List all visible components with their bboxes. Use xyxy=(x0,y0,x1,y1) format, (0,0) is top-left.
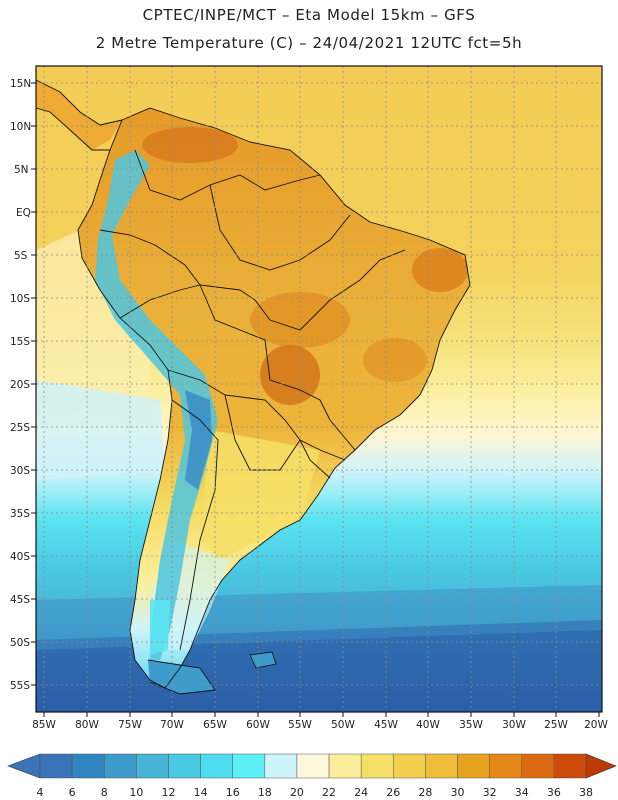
lat-label: 5N xyxy=(14,164,29,176)
lon-label: 35W xyxy=(459,719,483,731)
colorbar-tick-label: 32 xyxy=(483,786,497,799)
colorbar-swatch xyxy=(136,753,169,779)
colorbar-swatch xyxy=(264,753,298,779)
colorbar-swatch xyxy=(71,753,105,779)
andes-cold-strip xyxy=(95,150,218,660)
colorbar-swatch xyxy=(232,753,266,779)
colorbar-tick-label: 16 xyxy=(226,786,240,799)
colorbar-right-arrow xyxy=(585,753,617,779)
lat-label: 5S xyxy=(14,250,28,262)
colorbar-tick-label: 36 xyxy=(547,786,561,799)
map-panel xyxy=(36,66,602,712)
colorbar-tick-label: 22 xyxy=(322,786,336,799)
colorbar-tick-label: 20 xyxy=(290,786,304,799)
lon-label: 60W xyxy=(246,719,270,731)
latitude-labels: 15N 10N 5N EQ 5S 10S 15S 20S 25S 30S 35S… xyxy=(10,78,31,692)
colorbar-tick-label: 4 xyxy=(37,786,44,799)
colorbar-tick-label: 12 xyxy=(161,786,175,799)
colorbar-swatch xyxy=(39,753,73,779)
map-grid xyxy=(36,66,602,712)
lon-label: 45W xyxy=(374,719,398,731)
lat-label: 35S xyxy=(10,508,30,520)
lat-label: 25S xyxy=(10,422,30,434)
political-borders xyxy=(36,79,471,695)
colorbar-swatch xyxy=(457,753,490,779)
lon-label: 40W xyxy=(416,719,440,731)
lon-label: 70W xyxy=(160,719,184,731)
lat-label: EQ xyxy=(16,207,31,219)
lat-label: 10N xyxy=(10,121,31,133)
chart-title: CPTEC/INPE/MCT – Eta Model 15km – GFS xyxy=(142,6,476,24)
colorbar-swatch xyxy=(521,753,555,779)
colorbar-tick-label: 30 xyxy=(451,786,465,799)
colorbar-tick-label: 10 xyxy=(129,786,143,799)
colorbar-swatch xyxy=(103,753,137,779)
colorbar-swatch xyxy=(296,753,330,779)
colorbar-tick-label: 8 xyxy=(101,786,108,799)
lat-label: 30S xyxy=(10,465,30,477)
lat-label: 40S xyxy=(10,551,30,563)
lat-label: 10S xyxy=(10,293,30,305)
colorbar-swatch xyxy=(425,753,458,779)
lat-label: 50S xyxy=(10,637,30,649)
colorbar-swatch xyxy=(489,753,523,779)
lon-label: 30W xyxy=(502,719,526,731)
chart-subtitle: 2 Metre Temperature (C) – 24/04/2021 12U… xyxy=(95,34,523,52)
lon-label: 75W xyxy=(118,719,142,731)
colorbar-tick-label: 24 xyxy=(354,786,368,799)
colorbar-swatch xyxy=(168,753,201,779)
colorbar-swatch xyxy=(328,753,362,779)
lat-label: 20S xyxy=(10,379,30,391)
colorbar-tick-label: 6 xyxy=(69,786,76,799)
lat-label: 45S xyxy=(10,594,30,606)
lon-label: 25W xyxy=(544,719,568,731)
lon-label: 20W xyxy=(584,719,608,731)
lon-label: 55W xyxy=(288,719,312,731)
colorbar-swatch xyxy=(200,753,233,779)
colorbar-tick-label: 34 xyxy=(515,786,529,799)
longitude-labels: 85W 80W 75W 70W 65W 60W 55W 50W 45W 40W … xyxy=(32,719,608,731)
lat-label: 15S xyxy=(10,336,30,348)
map-frame xyxy=(35,65,603,713)
lon-label: 80W xyxy=(75,719,99,731)
colorbar-left-arrow xyxy=(7,753,41,779)
colorbar-tick-label: 18 xyxy=(258,786,272,799)
colorbar-swatch xyxy=(553,753,587,779)
lon-label: 50W xyxy=(331,719,355,731)
lon-label: 65W xyxy=(203,719,227,731)
colorbar: 4 6 8 10 12 14 16 18 20 22 24 26 28 30 32 34 36 38 xyxy=(7,753,617,799)
lon-label: 85W xyxy=(32,719,56,731)
colorbar-tick-label: 26 xyxy=(386,786,400,799)
colorbar-tick-label: 28 xyxy=(418,786,432,799)
colorbar-tick-label: 14 xyxy=(194,786,208,799)
lat-label: 55S xyxy=(10,680,30,692)
lat-label: 15N xyxy=(10,78,31,90)
colorbar-tick-label: 38 xyxy=(579,786,593,799)
colorbar-swatch xyxy=(360,753,394,779)
colorbar-swatch xyxy=(393,753,426,779)
